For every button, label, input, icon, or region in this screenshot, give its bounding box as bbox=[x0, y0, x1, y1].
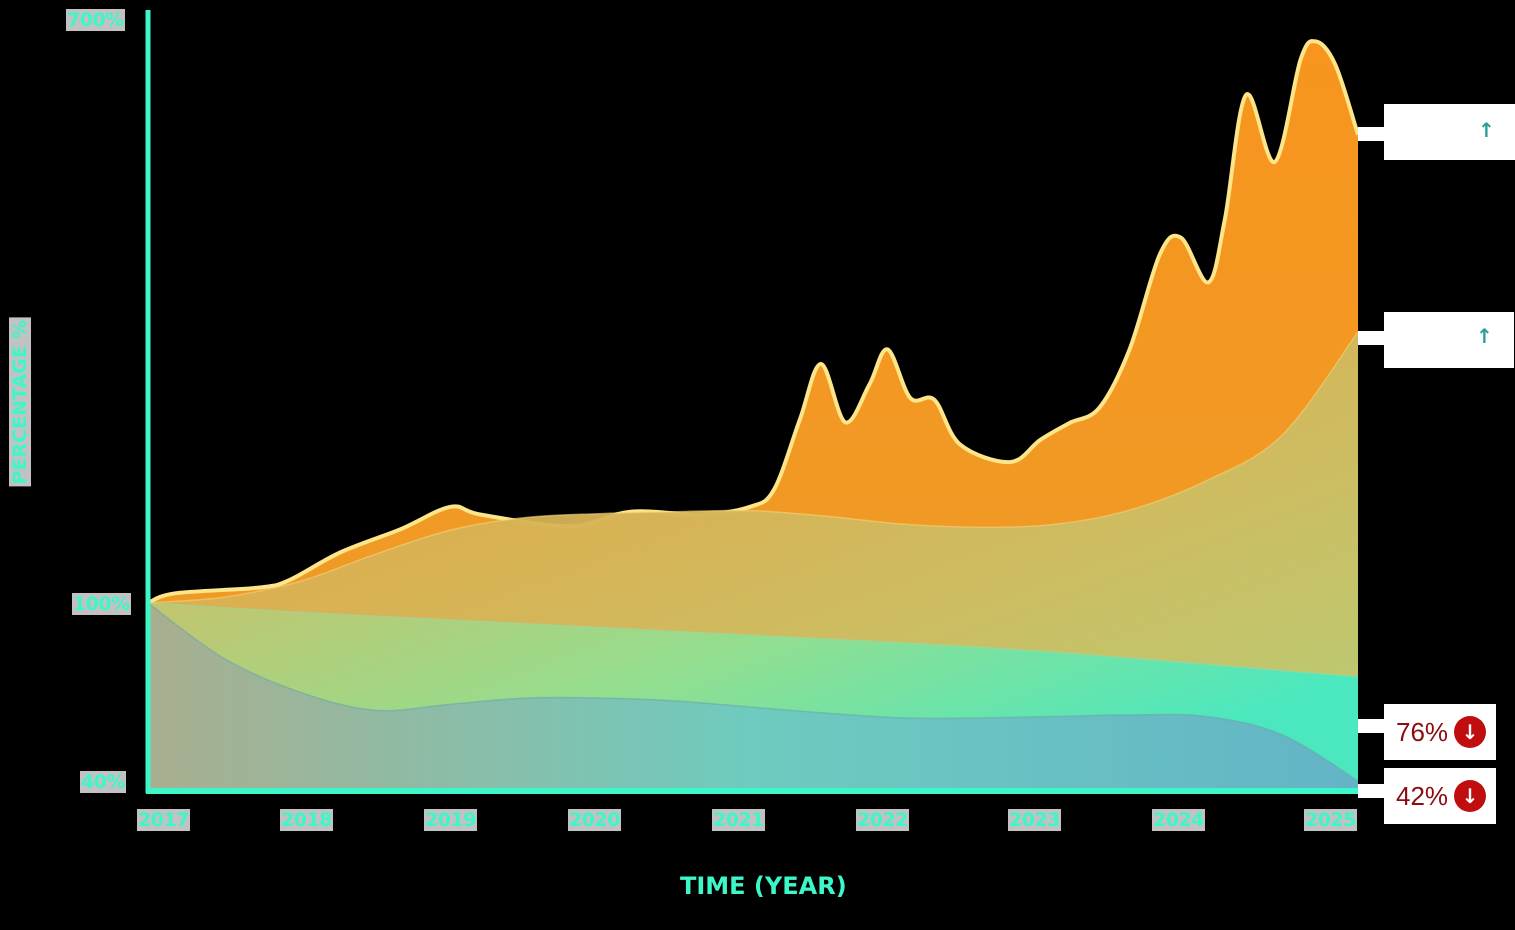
arrow-down-circle-icon: ↓ bbox=[1454, 780, 1487, 812]
callout-connector-1 bbox=[1358, 127, 1388, 141]
callout-connector-2 bbox=[1358, 331, 1388, 345]
line-series-2 bbox=[147, 331, 1359, 604]
y-tick-700: 700% bbox=[66, 9, 125, 31]
arrow-up-icon: ↑ bbox=[1478, 118, 1495, 142]
callout-series-4: 42% ↓ bbox=[1384, 768, 1496, 824]
callout-connector-3 bbox=[1358, 719, 1388, 733]
callout-value-3: 76% bbox=[1396, 716, 1449, 747]
x-tick-2021: 2021 bbox=[712, 809, 765, 831]
area-series-4 bbox=[148, 603, 1358, 788]
y-axis-label: PERCENTAGE % bbox=[8, 312, 32, 492]
y-tick-100: 100% bbox=[72, 593, 131, 615]
callout-value-4: 42% bbox=[1396, 780, 1449, 811]
x-tick-2022: 2022 bbox=[856, 809, 909, 831]
x-tick-2023: 2023 bbox=[1008, 809, 1061, 831]
callout-connector-4 bbox=[1358, 784, 1388, 798]
x-tick-2025: 2025 bbox=[1304, 809, 1357, 831]
x-axis-label: TIME (YEAR) bbox=[680, 872, 847, 900]
arrow-down-circle-icon: ↓ bbox=[1454, 716, 1487, 748]
x-tick-2018: 2018 bbox=[280, 809, 333, 831]
x-tick-2019: 2019 bbox=[424, 809, 477, 831]
callout-series-2: ↑ bbox=[1384, 312, 1514, 368]
y-axis-label-text: PERCENTAGE % bbox=[9, 317, 31, 487]
line-series-4 bbox=[147, 602, 1359, 782]
y-tick-40: 40% bbox=[80, 771, 126, 793]
arrow-up-icon: ↑ bbox=[1476, 324, 1493, 348]
callout-series-3: 76% ↓ bbox=[1384, 704, 1496, 760]
x-tick-2024: 2024 bbox=[1152, 809, 1205, 831]
callout-series-1: ↑ bbox=[1384, 104, 1515, 160]
x-tick-2017: 2017 bbox=[137, 809, 190, 831]
line-series-3 bbox=[147, 602, 1359, 678]
line-series-1 bbox=[147, 39, 1360, 605]
x-tick-2020: 2020 bbox=[568, 809, 621, 831]
